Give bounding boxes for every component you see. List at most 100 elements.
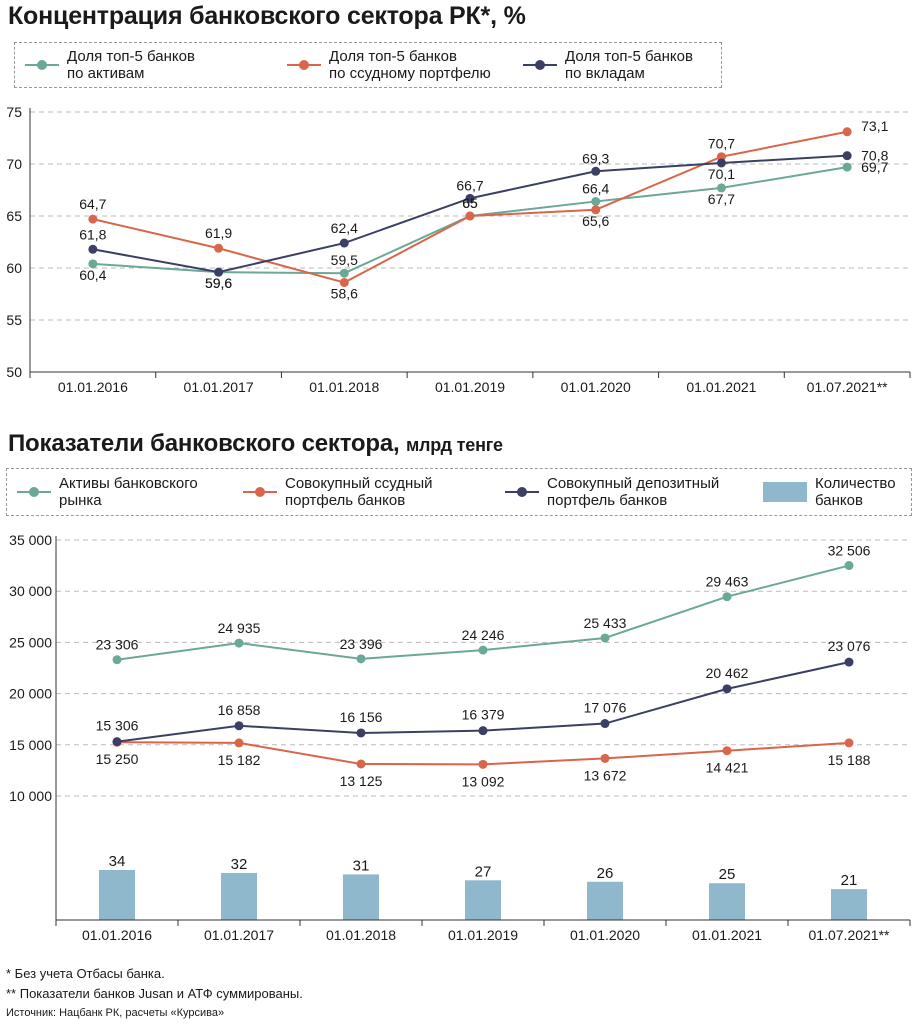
data-label: 24 246: [462, 627, 505, 643]
data-label: 64,7: [79, 196, 106, 212]
data-point: [844, 657, 854, 667]
data-point: [591, 166, 601, 176]
data-point: [234, 738, 244, 748]
data-point: [339, 238, 349, 248]
y-tick-label: 65: [6, 208, 22, 224]
data-point: [478, 726, 488, 736]
data-point: [842, 151, 852, 161]
data-point: [112, 737, 122, 747]
data-label: 20 462: [706, 665, 749, 681]
data-point: [214, 267, 224, 277]
data-label: 14 421: [706, 760, 749, 776]
data-label: 59,6: [205, 275, 232, 291]
data-point: [842, 127, 852, 137]
legend-label-deposits-share: Доля топ-5 банков по вкладам: [565, 48, 693, 82]
x-tick-label: 01.07.2021**: [809, 927, 891, 943]
data-point: [722, 684, 732, 694]
data-label: 24 935: [218, 620, 261, 636]
y-tick-label: 15 000: [9, 737, 52, 753]
chart2-title-unit: млрд тенге: [405, 435, 503, 455]
bank-count-label: 34: [109, 853, 126, 870]
data-label: 13 092: [462, 773, 505, 789]
data-point: [339, 268, 349, 278]
legend-marker-deposits-share: [523, 59, 557, 71]
data-label: 61,8: [79, 226, 106, 242]
data-point: [591, 196, 601, 206]
chart1-plot: 50 55 60 65 70 75 01.01.2016 01.01.2017 01.01.20…: [6, 104, 911, 395]
x-tick-label: 01.01.2017: [204, 927, 274, 943]
data-label: 23 076: [828, 638, 871, 654]
legend-label-assets-share: Доля топ-5 банков по активам: [67, 48, 195, 82]
x-tick-label: 01.01.2018: [326, 927, 396, 943]
data-point: [716, 183, 726, 193]
data-label: 16 156: [340, 709, 383, 725]
data-label: 67,7: [708, 191, 735, 207]
data-point: [844, 738, 854, 748]
legend-item-deposits: Совокупный депозитный портфель банков: [505, 475, 719, 509]
data-point: [112, 655, 122, 665]
x-tick-label: 01.07.2021**: [807, 379, 889, 395]
bank-count-bar: [99, 870, 135, 920]
data-label: 70,8: [861, 148, 888, 164]
data-point: [722, 746, 732, 756]
x-tick-label: 01.01.2018: [309, 379, 379, 395]
bank-count-label: 32: [231, 856, 248, 873]
bank-count-label: 21: [841, 872, 858, 889]
x-tick-label: 01.01.2021: [686, 379, 756, 395]
data-point: [339, 278, 349, 288]
data-label: 23 306: [96, 637, 139, 653]
source-note: Источник: Нацбанк РК, расчеты «Курсива»: [6, 1007, 225, 1019]
bank-count-label: 25: [719, 866, 736, 883]
legend-item-assets-share: Доля топ-5 банков по активам: [25, 48, 195, 82]
bank-count-label: 27: [475, 863, 492, 880]
bank-count-bar: [587, 881, 623, 920]
legend-label-deposits: Совокупный депозитный портфель банков: [547, 475, 720, 509]
legend-marker-loans-share: [287, 59, 321, 71]
x-tick-label: 01.01.2016: [82, 927, 152, 943]
legend-marker-assets: [17, 486, 51, 498]
data-label: 61,9: [205, 225, 232, 241]
x-tick-label: 01.01.2021: [692, 927, 762, 943]
data-label: 13 672: [584, 767, 627, 783]
data-point: [478, 645, 488, 655]
data-label: 16 858: [218, 702, 261, 718]
data-label: 15 306: [96, 718, 139, 734]
data-point: [591, 205, 601, 215]
legend-marker-assets-share: [25, 59, 59, 71]
data-point: [600, 633, 610, 643]
y-tick-label: 50: [6, 364, 22, 380]
data-point: [234, 638, 244, 648]
data-point: [722, 592, 732, 602]
data-point: [844, 561, 854, 571]
data-label: 66,7: [456, 177, 483, 193]
data-point: [214, 243, 224, 253]
legend-item-deposits-share: Доля топ-5 банков по вкладам: [523, 48, 693, 82]
data-label: 15 188: [828, 752, 871, 768]
data-point: [356, 759, 366, 769]
data-label: 59,6: [205, 275, 232, 291]
x-tick-label: 01.01.2019: [435, 379, 505, 395]
data-point: [88, 244, 98, 254]
data-label: 32 506: [828, 543, 871, 559]
y-tick-label: 70: [6, 156, 22, 172]
data-point: [600, 753, 610, 763]
x-tick-label: 01.01.2019: [448, 927, 518, 943]
data-label: 16 379: [462, 707, 505, 723]
data-label: 69,7: [861, 159, 888, 175]
data-point: [356, 728, 366, 738]
footnote-1: * Без учета Отбасы банка.: [6, 966, 165, 981]
data-label: 13 125: [340, 773, 383, 789]
bank-count-bar: [221, 872, 257, 920]
bank-count-bar: [709, 883, 745, 920]
bank-count-bar: [831, 889, 867, 920]
data-label: 65: [462, 195, 478, 211]
data-point: [234, 721, 244, 731]
y-tick-label: 55: [6, 312, 22, 328]
data-point: [88, 259, 98, 269]
data-label: 73,1: [861, 118, 888, 134]
y-tick-label: 20 000: [9, 686, 52, 702]
y-tick-label: 35 000: [9, 532, 52, 548]
chart2-legend: Активы банковского рынка Совокупный ссуд…: [6, 468, 912, 516]
x-tick-label: 01.01.2020: [570, 927, 640, 943]
data-label: 25 433: [584, 615, 627, 631]
